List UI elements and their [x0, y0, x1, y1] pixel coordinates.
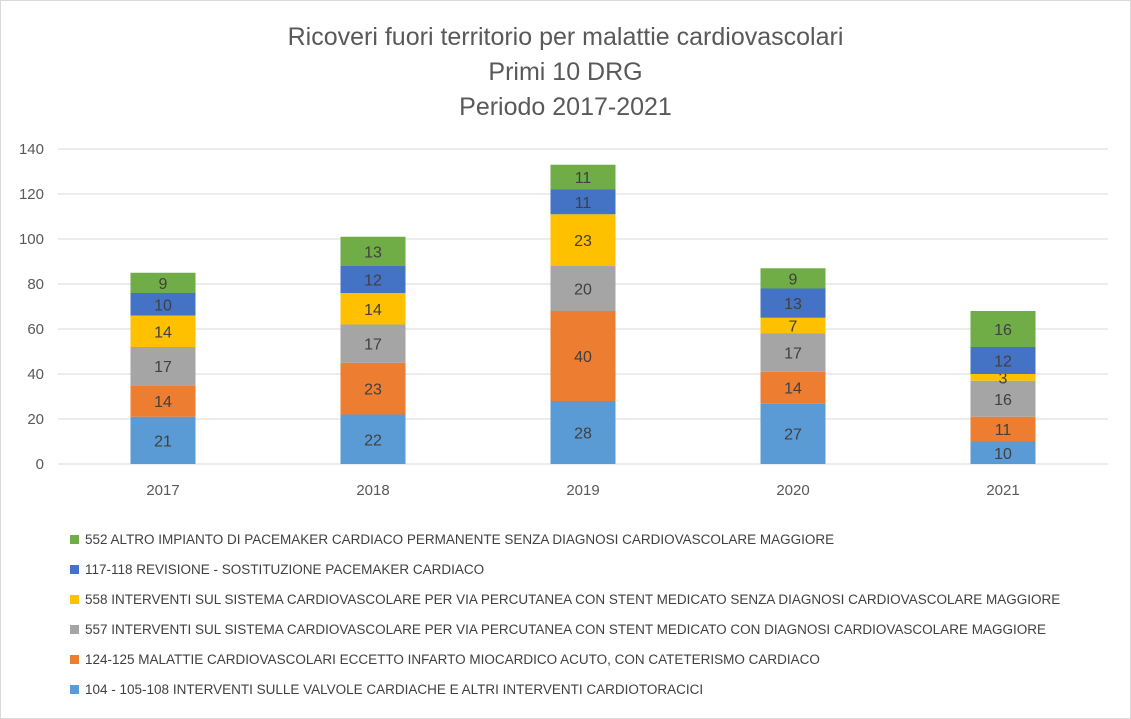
- data-label: 11: [575, 170, 592, 187]
- data-label: 22: [364, 432, 382, 449]
- bar-segment: [970, 416, 1036, 442]
- bar-segment: [130, 272, 196, 293]
- legend-item: 557 INTERVENTI SUL SISTEMA CARDIOVASCOLA…: [70, 614, 1060, 644]
- data-label: 14: [364, 302, 382, 319]
- bar-segment: [130, 293, 196, 316]
- data-label: 17: [364, 337, 382, 354]
- data-label: 21: [154, 433, 172, 450]
- data-label: 13: [364, 244, 382, 261]
- bar-segment: [550, 189, 616, 215]
- data-label: 17: [154, 359, 172, 376]
- data-label: 12: [994, 354, 1012, 371]
- bar-segment: [340, 362, 406, 415]
- y-tick-label: 0: [36, 456, 44, 473]
- bar-segment: [130, 385, 196, 417]
- y-tick-label: 140: [19, 141, 44, 158]
- legend-swatch: [70, 654, 79, 664]
- data-label: 9: [159, 276, 168, 293]
- bar-segment: [760, 288, 826, 318]
- data-label: 9: [789, 271, 798, 288]
- y-tick-label: 120: [19, 186, 44, 203]
- bar-segment: [760, 268, 826, 289]
- data-label: 3: [999, 370, 1008, 387]
- bar-segment: [760, 371, 826, 404]
- bar-segment: [760, 403, 826, 464]
- data-label: 23: [364, 382, 382, 399]
- bar-segment: [970, 441, 1036, 464]
- data-label: 16: [994, 392, 1012, 409]
- data-label: 17: [784, 346, 802, 363]
- bar-segment: [550, 266, 616, 311]
- bar-segment: [130, 347, 196, 386]
- data-label: 40: [574, 349, 592, 366]
- data-label: 16: [994, 322, 1012, 339]
- legend-label: 104 - 105-108 INTERVENTI SULLE VALVOLE C…: [85, 681, 704, 697]
- bar-segment: [130, 416, 196, 464]
- data-label: 10: [154, 297, 172, 314]
- legend-item: 117-118 REVISIONE - SOSTITUZIONE PACEMAK…: [70, 554, 1060, 584]
- bar-segment: [970, 380, 1036, 417]
- chart-title-line-2: Primi 10 DRG: [488, 58, 643, 86]
- data-label: 11: [575, 195, 592, 212]
- legend-label: 552 ALTRO IMPIANTO DI PACEMAKER CARDIACO…: [85, 531, 835, 547]
- bar-segment: [970, 374, 1036, 381]
- legend-swatch: [70, 684, 79, 694]
- x-tick-label: 2017: [146, 482, 179, 499]
- y-tick-label: 60: [27, 321, 44, 338]
- bar-segment: [550, 164, 616, 190]
- legend-swatch: [70, 624, 79, 634]
- y-tick-label: 20: [27, 411, 44, 428]
- legend-item: 104 - 105-108 INTERVENTI SULLE VALVOLE C…: [70, 674, 1060, 704]
- data-label: 13: [784, 296, 802, 313]
- data-label: 10: [994, 446, 1012, 463]
- legend-label: 117-118 REVISIONE - SOSTITUZIONE PACEMAK…: [85, 561, 485, 577]
- bar-segment: [340, 324, 406, 363]
- legend-item: 558 INTERVENTI SUL SISTEMA CARDIOVASCOLA…: [70, 584, 1060, 614]
- legend-swatch: [70, 534, 79, 544]
- bar-segment: [760, 333, 826, 372]
- legend-label: 558 INTERVENTI SUL SISTEMA CARDIOVASCOLA…: [85, 591, 1061, 607]
- legend-item: 552 ALTRO IMPIANTO DI PACEMAKER CARDIACO…: [70, 524, 1060, 554]
- bar-segment: [760, 317, 826, 334]
- bar-segment: [340, 293, 406, 325]
- bar-segment: [970, 311, 1036, 347]
- bar-segment: [340, 236, 406, 266]
- bar-segment: [550, 214, 616, 266]
- data-label: 27: [784, 427, 802, 444]
- bar-segment: [970, 347, 1036, 374]
- legend-swatch: [70, 594, 79, 604]
- x-tick-label: 2019: [566, 482, 599, 499]
- legend-label: 124-125 MALATTIE CARDIOVASCOLARI ECCETTO…: [85, 651, 820, 667]
- data-label: 28: [574, 426, 592, 443]
- data-label: 11: [995, 422, 1012, 439]
- chart-title-line-3: Periodo 2017-2021: [459, 93, 672, 121]
- data-label: 20: [574, 282, 592, 299]
- bar-segment: [550, 311, 616, 401]
- data-label: 14: [784, 381, 802, 398]
- bar-segment: [130, 315, 196, 347]
- bar-segment: [550, 401, 616, 464]
- legend-label: 557 INTERVENTI SUL SISTEMA CARDIOVASCOLA…: [85, 621, 1046, 637]
- data-label: 7: [789, 319, 798, 336]
- x-tick-label: 2018: [356, 482, 389, 499]
- y-tick-label: 80: [27, 276, 44, 293]
- bar-segment: [340, 266, 406, 293]
- chart-title-line-1: Ricoveri fuori territorio per malattie c…: [287, 23, 844, 51]
- legend: 552 ALTRO IMPIANTO DI PACEMAKER CARDIACO…: [70, 524, 1060, 704]
- data-label: 14: [154, 394, 172, 411]
- y-tick-label: 40: [27, 366, 44, 383]
- data-label: 12: [364, 273, 382, 290]
- legend-swatch: [70, 564, 79, 574]
- data-label: 14: [154, 324, 172, 341]
- data-label: 23: [574, 233, 592, 250]
- x-tick-label: 2020: [776, 482, 809, 499]
- legend-item: 124-125 MALATTIE CARDIOVASCOLARI ECCETTO…: [70, 644, 1060, 674]
- x-tick-label: 2021: [986, 482, 1019, 499]
- bar-segment: [340, 414, 406, 464]
- y-tick-label: 100: [19, 231, 44, 248]
